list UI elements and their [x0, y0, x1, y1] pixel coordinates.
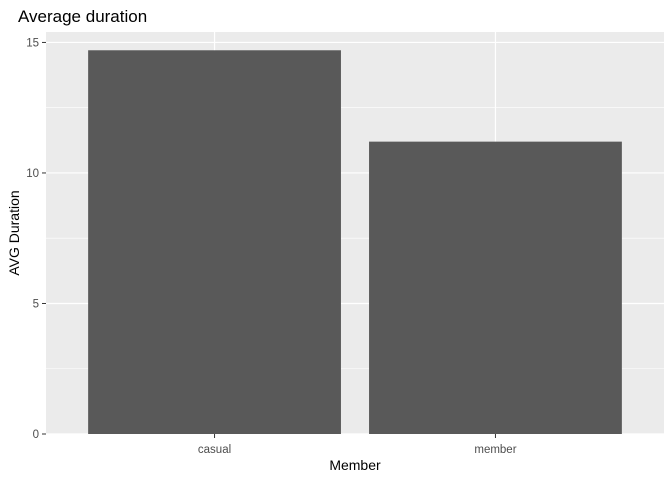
x-axis-title: Member [329, 457, 381, 473]
y-tick-label: 10 [26, 168, 39, 180]
bar-casual [88, 50, 341, 434]
y-tick-label: 15 [26, 37, 39, 49]
bars [88, 50, 622, 435]
chart-title: Average duration [18, 7, 147, 26]
y-tick-label: 5 [33, 298, 39, 310]
bar-member [369, 141, 622, 435]
y-tick-label: 0 [33, 429, 39, 441]
x-tick-label-casual: casual [198, 444, 231, 456]
axes: 0 5 10 15 casual member [26, 37, 517, 456]
x-tick-label-member: member [474, 444, 516, 456]
y-axis-title: AVG Duration [6, 190, 22, 275]
